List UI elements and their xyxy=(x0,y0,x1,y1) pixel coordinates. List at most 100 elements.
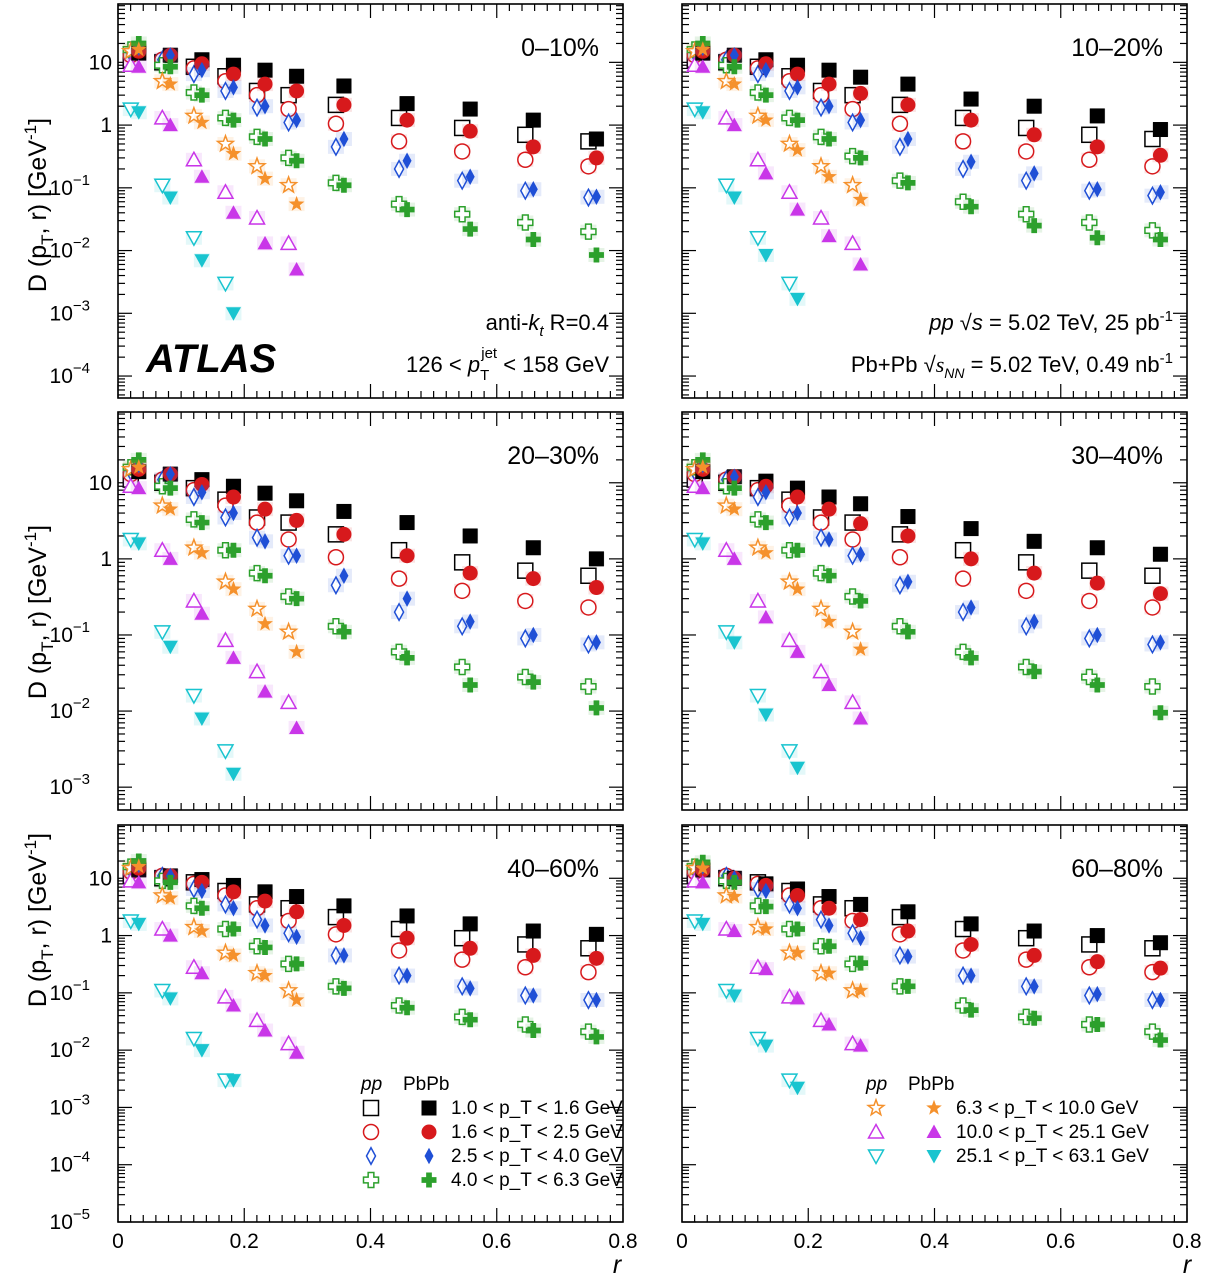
pbpb-point-10.0-25.1 xyxy=(257,1023,273,1037)
pbpb-point-2.5-4.0 xyxy=(903,573,913,591)
x-axis-title-right: r xyxy=(1183,1251,1193,1279)
pp-point-6.3-10.0 xyxy=(278,980,299,999)
pp-point-2.5-4.0 xyxy=(456,616,468,637)
pp-point-4.0-6.3 xyxy=(248,128,266,146)
pbpb-point-6.3-10.0 xyxy=(130,41,147,57)
panel-markers xyxy=(120,35,605,321)
pp-point-2.5-4.0 xyxy=(1147,185,1158,206)
pbpb-point-2.5-4.0 xyxy=(339,567,349,585)
pbpb-point-4.0-6.3 xyxy=(1026,664,1042,680)
pbpb-point-1.6-2.5 xyxy=(588,150,604,166)
pbpb-point-4.0-6.3 xyxy=(336,624,352,640)
pbpb-point-1.0-1.6 xyxy=(1152,122,1168,138)
pp-point-4.0-6.3 xyxy=(185,511,203,528)
pbpb-point-6.3-10.0 xyxy=(852,982,869,998)
pp-point-6.3-10.0 xyxy=(184,537,204,557)
legend-pp-marker-2.5-4.0 xyxy=(365,1146,377,1166)
pbpb-point-1.6-2.5 xyxy=(1026,947,1042,963)
pbpb-point-1.6-2.5 xyxy=(588,950,604,966)
pbpb-point-6.3-10.0 xyxy=(130,858,147,874)
pbpb-point-25.1-63.1 xyxy=(726,636,742,650)
pp-point-1.6-2.5 xyxy=(453,143,471,160)
pbpb-point-25.1-63.1 xyxy=(726,191,742,206)
pp-point-6.3-10.0 xyxy=(811,598,832,618)
pbpb-point-2.5-4.0 xyxy=(1029,613,1039,630)
pbpb-point-4.0-6.3 xyxy=(758,899,774,915)
pp-point-1.0-1.6 xyxy=(580,940,597,957)
pbpb-point-10.0-25.1 xyxy=(257,684,273,698)
pbpb-point-10.0-25.1 xyxy=(131,874,147,889)
pbpb-point-2.5-4.0 xyxy=(402,152,412,170)
pbpb-point-25.1-63.1 xyxy=(194,712,210,726)
jet-algorithm-label: anti-kt R=0.4 xyxy=(486,310,609,340)
pbpb-point-10.0-25.1 xyxy=(789,202,805,216)
pbpb-point-1.0-1.6 xyxy=(525,540,541,556)
pp-point-25.1-63.1 xyxy=(216,276,235,293)
pbpb-point-6.3-10.0 xyxy=(130,459,147,474)
pp-point-6.3-10.0 xyxy=(183,916,204,936)
pbpb-point-1.6-2.5 xyxy=(257,501,273,517)
legend-pp-marker-1.0-1.6 xyxy=(362,1099,380,1117)
pbpb-point-10.0-25.1 xyxy=(789,990,805,1005)
pp-point-1.0-1.6 xyxy=(1144,567,1161,585)
pbpb-point-1.0-1.6 xyxy=(257,62,273,78)
panel-markers xyxy=(684,35,1169,307)
pp-point-2.5-4.0 xyxy=(957,159,969,179)
pbpb-point-1.6-2.5 xyxy=(336,97,352,113)
pp-point-2.5-4.0 xyxy=(847,923,858,944)
pbpb-point-6.3-10.0 xyxy=(789,141,806,157)
pp-point-10.0-25.1 xyxy=(185,150,203,167)
pbpb-point-1.6-2.5 xyxy=(900,528,916,544)
pbpb-point-4.0-6.3 xyxy=(588,247,604,263)
pp-point-10.0-25.1 xyxy=(279,693,298,710)
pbpb-point-1.6-2.5 xyxy=(789,66,805,82)
pbpb-point-4.0-6.3 xyxy=(289,956,305,972)
y-tick-label: 1 xyxy=(100,114,112,137)
pbpb-point-25.1-63.1 xyxy=(162,640,178,655)
pp-point-4.0-6.3 xyxy=(517,214,534,231)
panel-markers xyxy=(684,854,1169,1096)
pp-point-25.1-63.1 xyxy=(780,744,799,760)
pp-point-6.3-10.0 xyxy=(152,70,173,90)
pbpb-point-1.6-2.5 xyxy=(1152,586,1168,602)
pbpb-point-10.0-25.1 xyxy=(225,998,241,1012)
pbpb-point-10.0-25.1 xyxy=(194,169,210,183)
pbpb-point-2.5-4.0 xyxy=(824,531,834,548)
pbpb-point-1.6-2.5 xyxy=(399,548,415,564)
pp-point-10.0-25.1 xyxy=(812,662,830,679)
pp-point-4.0-6.3 xyxy=(749,511,767,528)
pbpb-point-10.0-25.1 xyxy=(194,965,210,980)
pbpb-point-4.0-6.3 xyxy=(900,175,916,191)
panel-5: 10 1 10−1 10−2 10−3 10−4 10−5 0 0.2 0.4 0.6 0.8 40–6… xyxy=(50,824,638,1253)
legend-pbpb-marker-1.0-1.6 xyxy=(421,1100,437,1116)
pbpb-point-4.0-6.3 xyxy=(1089,677,1105,693)
pbpb-point-10.0-25.1 xyxy=(853,1038,869,1052)
pp-point-1.0-1.6 xyxy=(1081,562,1098,579)
pbpb-point-25.1-63.1 xyxy=(726,989,742,1003)
pbpb-point-25.1-63.1 xyxy=(131,537,147,551)
panel-frame xyxy=(117,411,624,811)
pp-point-2.5-4.0 xyxy=(251,909,263,930)
x-tick-label: 0.6 xyxy=(1046,1230,1075,1253)
pp-point-1.6-2.5 xyxy=(390,133,408,150)
pbpb-point-25.1-63.1 xyxy=(789,1081,805,1096)
pp-point-1.6-2.5 xyxy=(517,958,534,976)
pbpb-point-2.5-4.0 xyxy=(228,504,238,522)
pp-point-6.3-10.0 xyxy=(842,621,863,641)
pbpb-point-4.0-6.3 xyxy=(963,199,979,215)
pp-point-2.5-4.0 xyxy=(188,64,200,84)
pbpb-point-2.5-4.0 xyxy=(339,130,349,148)
pp-point-25.1-63.1 xyxy=(717,625,736,641)
pp-point-2.5-4.0 xyxy=(847,545,858,566)
panel-markers xyxy=(120,853,605,1090)
pbpb-point-4.0-6.3 xyxy=(462,1012,478,1028)
pp-point-10.0-25.1 xyxy=(153,919,172,936)
pbpb-point-2.5-4.0 xyxy=(260,533,270,550)
jet-pt-range-label: 126 < pTjet < 158 GeV xyxy=(406,345,609,384)
pbpb-point-25.1-63.1 xyxy=(131,106,147,120)
pbpb-point-1.0-1.6 xyxy=(336,898,352,914)
pbpb-point-4.0-6.3 xyxy=(900,624,916,640)
pbpb-point-1.6-2.5 xyxy=(462,123,478,139)
pbpb-point-25.1-63.1 xyxy=(225,307,241,321)
pp-point-4.0-6.3 xyxy=(844,147,861,165)
